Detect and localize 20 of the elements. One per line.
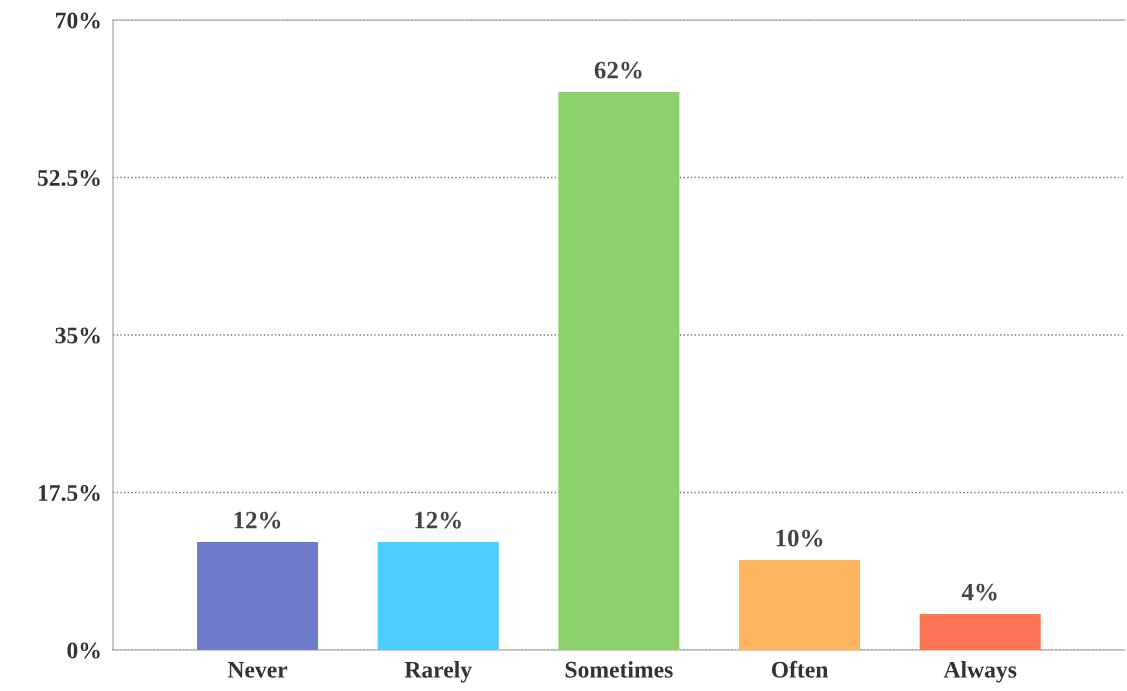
x-tick-label: Rarely xyxy=(404,661,472,683)
bar xyxy=(197,542,319,650)
y-tick-label: 17.5% xyxy=(38,484,100,502)
x-tick-label: Always xyxy=(943,661,1017,683)
x-tick-label: Never xyxy=(227,662,288,678)
data-label: 10% xyxy=(776,529,823,547)
data-label: 12% xyxy=(415,511,461,529)
y-tick-label: 0% xyxy=(67,642,100,659)
y-tick-label: 52.5% xyxy=(37,169,100,187)
data-label: 62% xyxy=(594,61,642,79)
bar xyxy=(558,92,680,650)
y-tick-label: 70% xyxy=(56,12,100,29)
bar xyxy=(739,560,861,650)
data-label: 12% xyxy=(234,511,281,529)
bar xyxy=(919,614,1041,650)
data-label: 4% xyxy=(961,583,997,601)
y-tick-label: 35% xyxy=(55,327,100,344)
bar xyxy=(377,542,499,650)
x-tick-label: Often xyxy=(771,660,829,678)
x-tick-label: Sometimes xyxy=(565,661,673,678)
